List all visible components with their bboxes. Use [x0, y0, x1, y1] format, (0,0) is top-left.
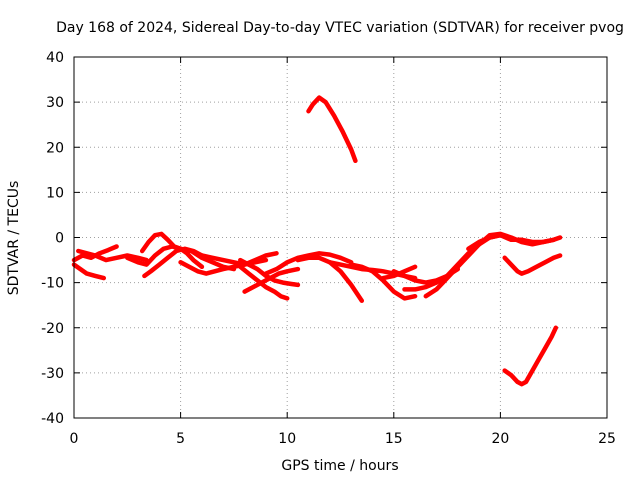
series-track-22	[502, 253, 563, 276]
x-tick-label: 5	[176, 431, 185, 447]
series-track-14	[306, 95, 358, 164]
series-track-12	[263, 251, 354, 276]
y-tick-label: 20	[46, 140, 64, 156]
series-track-5	[139, 231, 205, 270]
x-tick-label: 0	[70, 431, 79, 447]
y-tick-label: -40	[41, 411, 64, 427]
y-tick-label: -30	[41, 366, 64, 382]
series-track-11	[242, 266, 301, 294]
x-tick-label: 15	[385, 431, 403, 447]
x-tick-label: 20	[491, 431, 509, 447]
x-axis-label: GPS time / hours	[281, 458, 398, 474]
x-tick-label: 25	[598, 431, 616, 447]
x-tick-label: 10	[278, 431, 296, 447]
axis-ticks: 0 5 10 15 20 25 -40 -30 -20 -10 0 10 20 30 40	[41, 50, 616, 447]
series-track-23	[502, 325, 559, 387]
series-track-21	[466, 232, 556, 252]
series-track-6	[142, 246, 205, 279]
y-tick-label: 30	[46, 95, 64, 111]
series-track-10	[238, 264, 290, 301]
series-track-8	[199, 251, 279, 267]
y-tick-label: -10	[41, 276, 64, 292]
y-tick-label: 10	[46, 185, 64, 201]
data-series	[71, 95, 563, 387]
y-tick-label: 0	[55, 231, 64, 247]
y-axis-label: SDTVAR / TECUs	[6, 181, 22, 296]
y-tick-label: 40	[46, 50, 64, 66]
series-track-3	[76, 248, 149, 263]
y-tick-label: -20	[41, 321, 64, 337]
chart-title: Day 168 of 2024, Sidereal Day-to-day VTE…	[56, 20, 624, 36]
series-track-2	[71, 262, 107, 281]
series-track-16	[348, 262, 418, 301]
